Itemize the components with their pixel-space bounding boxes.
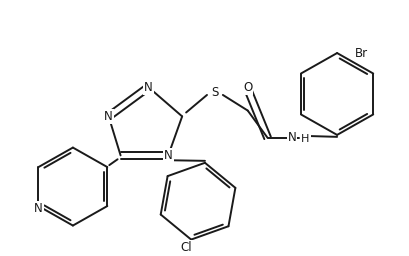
Text: N: N: [287, 131, 296, 144]
Text: S: S: [211, 86, 218, 99]
Text: O: O: [243, 81, 252, 94]
Text: Cl: Cl: [180, 241, 191, 254]
Text: N: N: [164, 149, 172, 162]
Text: Br: Br: [354, 47, 367, 60]
Text: N: N: [144, 81, 153, 94]
Text: H: H: [301, 134, 309, 144]
Text: N: N: [104, 110, 113, 123]
Text: N: N: [34, 201, 43, 215]
